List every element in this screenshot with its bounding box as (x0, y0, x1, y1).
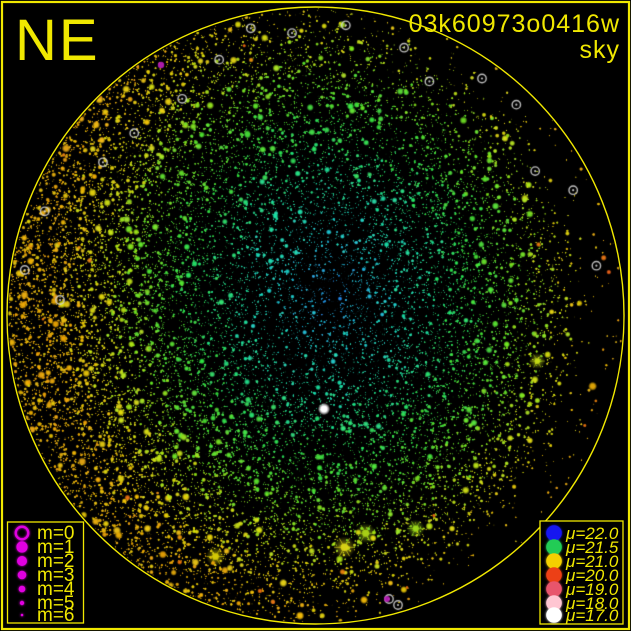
svg-text:03k60973o0416w: 03k60973o0416w (409, 10, 620, 38)
svg-text:μ=17.0: μ=17.0 (565, 606, 619, 625)
svg-text:NE: NE (15, 8, 100, 73)
svg-text:m=6: m=6 (37, 605, 75, 626)
svg-text:sky: sky (580, 36, 621, 64)
